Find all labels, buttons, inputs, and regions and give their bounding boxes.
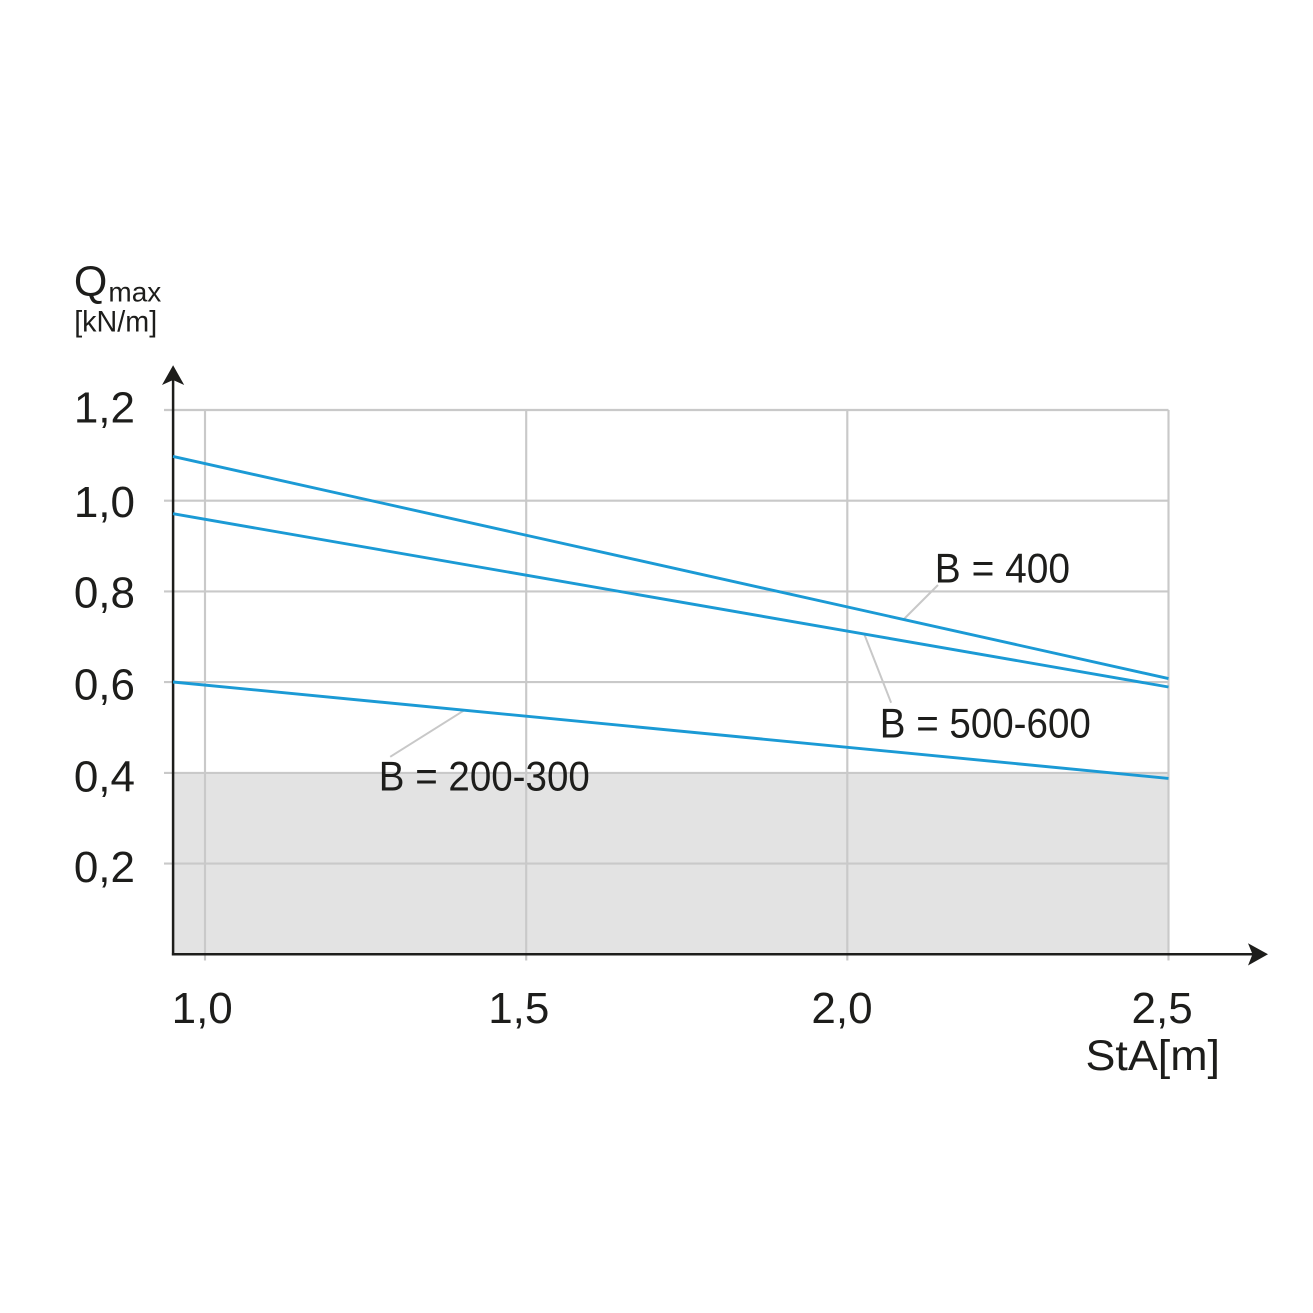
svg-text:Q: Q: [74, 258, 107, 306]
svg-text:1,2: 1,2: [74, 383, 135, 432]
svg-text:B = 400: B = 400: [935, 544, 1070, 591]
svg-text:2,0: 2,0: [811, 984, 872, 1033]
svg-text:0,2: 0,2: [74, 843, 135, 892]
svg-text:B = 500-600: B = 500-600: [880, 700, 1091, 747]
svg-text:0,8: 0,8: [74, 569, 135, 618]
svg-text:max: max: [108, 277, 161, 308]
svg-text:1,0: 1,0: [74, 478, 135, 527]
svg-text:0,6: 0,6: [74, 660, 135, 709]
svg-text:B = 200-300: B = 200-300: [379, 753, 590, 800]
svg-text:StA[m]: StA[m]: [1086, 1032, 1221, 1080]
svg-text:1,0: 1,0: [172, 984, 233, 1033]
svg-text:0,4: 0,4: [74, 753, 135, 802]
svg-text:2,5: 2,5: [1132, 984, 1193, 1033]
svg-text:1,5: 1,5: [488, 984, 549, 1033]
svg-text:[kN/m]: [kN/m]: [74, 305, 157, 338]
